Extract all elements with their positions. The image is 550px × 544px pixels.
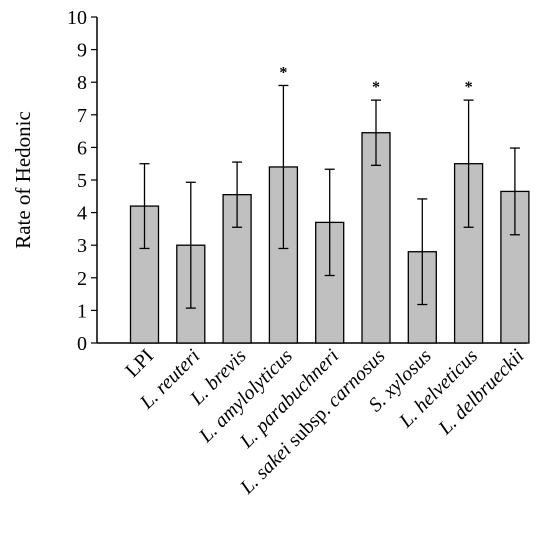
y-tick-label: 7 — [77, 105, 87, 127]
significance-marker: * — [465, 79, 473, 96]
significance-marker: * — [372, 79, 380, 96]
y-tick-label: 8 — [77, 72, 87, 94]
y-tick-label: 9 — [77, 40, 87, 62]
y-tick-label: 10 — [67, 7, 87, 29]
bar — [129, 205, 160, 344]
y-tick-label: 5 — [77, 170, 87, 192]
y-tick-label: 6 — [77, 137, 87, 159]
y-tick-label: 0 — [77, 333, 87, 355]
category-label-italic: L. sakei — [235, 439, 295, 499]
y-tick-label: 4 — [77, 203, 87, 225]
category-label: LPI — [121, 345, 158, 382]
y-tick-label: 2 — [77, 268, 87, 290]
significance-marker: * — [279, 64, 287, 81]
y-axis-title: Rate of Hedonic — [11, 111, 35, 249]
category-label-text: LPI — [121, 345, 158, 382]
y-tick-label: 1 — [77, 300, 87, 322]
y-tick-label: 3 — [77, 235, 87, 257]
